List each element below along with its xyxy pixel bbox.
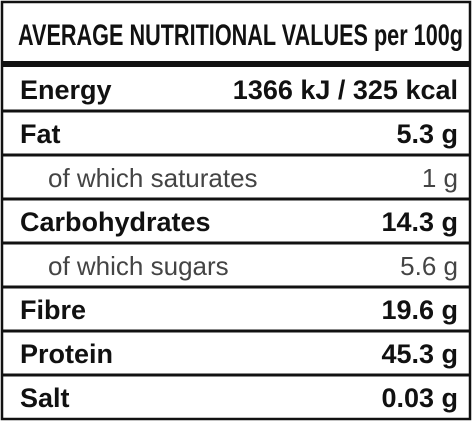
header-rule bbox=[2, 61, 470, 67]
sub-row-label: of which saturates bbox=[48, 163, 258, 193]
row-value: 14.3 g bbox=[381, 207, 458, 237]
row-rule bbox=[2, 197, 470, 201]
row-label: Energy bbox=[20, 75, 112, 105]
row-rule bbox=[2, 329, 470, 333]
row-label: Carbohydrates bbox=[20, 207, 211, 237]
row-value: 5.3 g bbox=[396, 119, 458, 149]
row-label: Salt bbox=[20, 383, 70, 413]
table-title: AVERAGE NUTRITIONAL VALUES per 100g bbox=[18, 19, 463, 52]
sub-row-value: 5.6 g bbox=[400, 251, 458, 281]
row-rule bbox=[2, 241, 470, 245]
row-rule bbox=[2, 285, 470, 289]
row-label: Fat bbox=[20, 119, 61, 149]
sub-row-label: of which sugars bbox=[48, 251, 229, 281]
row-value: 1366 kJ / 325 kcal bbox=[233, 75, 458, 105]
row-value: 0.03 g bbox=[381, 383, 458, 413]
row-rule bbox=[2, 109, 470, 113]
row-value: 45.3 g bbox=[381, 339, 458, 369]
row-value: 19.6 g bbox=[381, 295, 458, 325]
row-rule bbox=[2, 153, 470, 157]
row-rule bbox=[2, 373, 470, 377]
sub-row-value: 1 g bbox=[422, 163, 458, 193]
row-label: Protein bbox=[20, 339, 113, 369]
row-label: Fibre bbox=[20, 295, 86, 325]
